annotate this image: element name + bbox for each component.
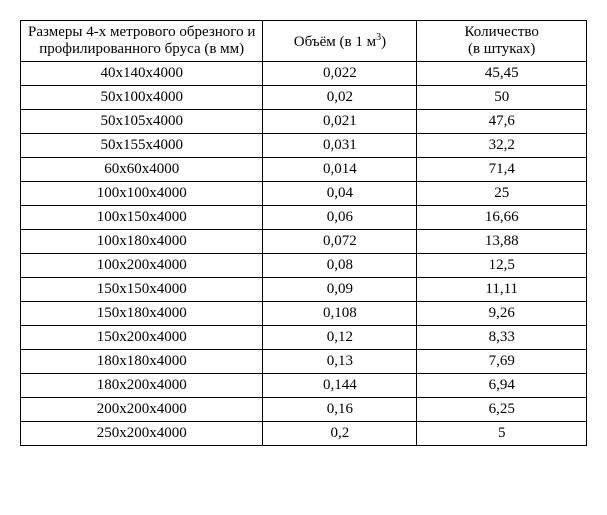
cell-volume: 0,16: [263, 398, 417, 422]
header-qty: Количество(в штуках): [417, 21, 587, 62]
cell-qty: 11,11: [417, 278, 587, 302]
cell-qty: 6,25: [417, 398, 587, 422]
header-row: Размеры 4-х метрового обрезного и профил…: [21, 21, 587, 62]
cell-volume: 0,02: [263, 86, 417, 110]
cell-volume: 0,108: [263, 302, 417, 326]
cell-size: 100х200х4000: [21, 254, 263, 278]
table-row: 250х200х40000,25: [21, 422, 587, 446]
cell-qty: 5: [417, 422, 587, 446]
cell-qty: 7,69: [417, 350, 587, 374]
cell-volume: 0,09: [263, 278, 417, 302]
cell-volume: 0,031: [263, 134, 417, 158]
cell-size: 180х200х4000: [21, 374, 263, 398]
cell-volume: 0,2: [263, 422, 417, 446]
cell-volume: 0,144: [263, 374, 417, 398]
cell-volume: 0,12: [263, 326, 417, 350]
cell-qty: 16,66: [417, 206, 587, 230]
table-row: 50х155х40000,03132,2: [21, 134, 587, 158]
table-row: 200х200х40000,166,25: [21, 398, 587, 422]
cell-size: 60х60х4000: [21, 158, 263, 182]
table-row: 150х150х40000,0911,11: [21, 278, 587, 302]
cell-size: 200х200х4000: [21, 398, 263, 422]
cell-qty: 13,88: [417, 230, 587, 254]
cell-volume: 0,08: [263, 254, 417, 278]
table-row: 100х100х40000,0425: [21, 182, 587, 206]
cell-size: 50х100х4000: [21, 86, 263, 110]
table-row: 50х105х40000,02147,6: [21, 110, 587, 134]
cell-qty: 32,2: [417, 134, 587, 158]
cell-size: 150х200х4000: [21, 326, 263, 350]
cell-qty: 12,5: [417, 254, 587, 278]
cell-volume: 0,13: [263, 350, 417, 374]
cell-size: 50х155х4000: [21, 134, 263, 158]
cell-size: 100х100х4000: [21, 182, 263, 206]
cell-size: 40х140х4000: [21, 62, 263, 86]
table-row: 60х60х40000,01471,4: [21, 158, 587, 182]
table-row: 50х100х40000,0250: [21, 86, 587, 110]
table-row: 150х200х40000,128,33: [21, 326, 587, 350]
cell-qty: 25: [417, 182, 587, 206]
table-row: 100х150х40000,0616,66: [21, 206, 587, 230]
cell-volume: 0,022: [263, 62, 417, 86]
table-row: 100х180х40000,07213,88: [21, 230, 587, 254]
table-body: 40х140х40000,02245,4550х100х40000,025050…: [21, 62, 587, 446]
table-row: 180х180х40000,137,69: [21, 350, 587, 374]
header-volume: Объём (в 1 м3): [263, 21, 417, 62]
cell-qty: 45,45: [417, 62, 587, 86]
lumber-table: Размеры 4-х метрового обрезного и профил…: [20, 20, 587, 446]
cell-volume: 0,04: [263, 182, 417, 206]
cell-size: 100х180х4000: [21, 230, 263, 254]
cell-qty: 71,4: [417, 158, 587, 182]
table-row: 100х200х40000,0812,5: [21, 254, 587, 278]
cell-qty: 8,33: [417, 326, 587, 350]
cell-volume: 0,072: [263, 230, 417, 254]
table-row: 40х140х40000,02245,45: [21, 62, 587, 86]
cell-qty: 9,26: [417, 302, 587, 326]
cell-volume: 0,06: [263, 206, 417, 230]
cell-qty: 6,94: [417, 374, 587, 398]
header-size: Размеры 4-х метрового обрезного и профил…: [21, 21, 263, 62]
cell-qty: 47,6: [417, 110, 587, 134]
cell-size: 100х150х4000: [21, 206, 263, 230]
cell-volume: 0,014: [263, 158, 417, 182]
cell-qty: 50: [417, 86, 587, 110]
cell-size: 150х180х4000: [21, 302, 263, 326]
table-row: 150х180х40000,1089,26: [21, 302, 587, 326]
table-row: 180х200х40000,1446,94: [21, 374, 587, 398]
cell-volume: 0,021: [263, 110, 417, 134]
cell-size: 180х180х4000: [21, 350, 263, 374]
cell-size: 150х150х4000: [21, 278, 263, 302]
cell-size: 250х200х4000: [21, 422, 263, 446]
cell-size: 50х105х4000: [21, 110, 263, 134]
